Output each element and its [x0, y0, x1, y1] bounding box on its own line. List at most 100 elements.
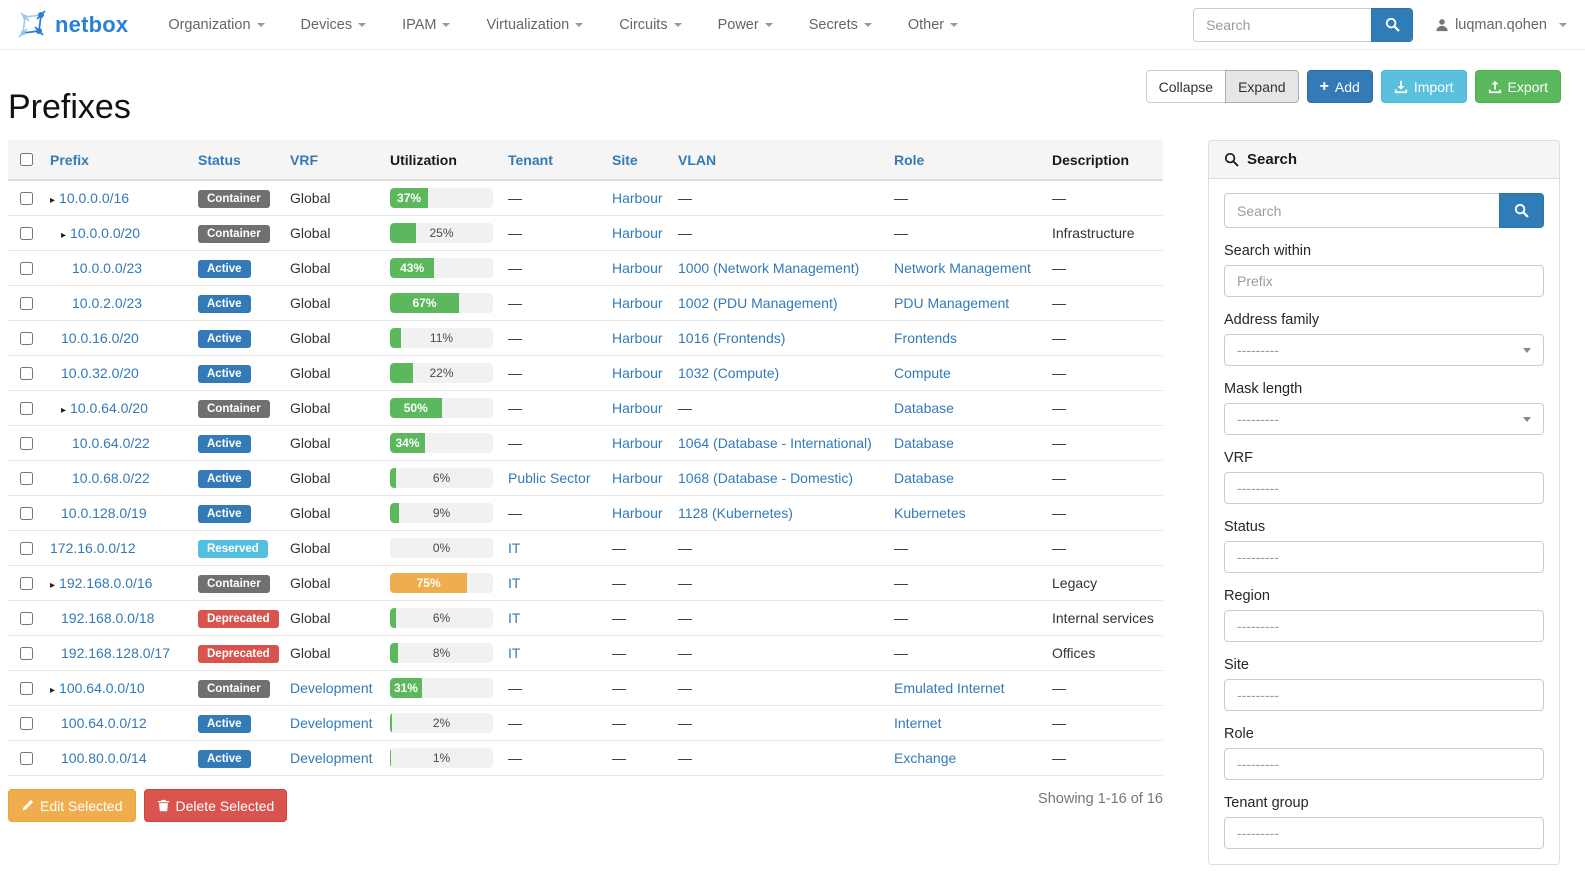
- column-header-site[interactable]: Site: [604, 140, 670, 181]
- site-link[interactable]: Harbour: [612, 190, 663, 206]
- vlan-link[interactable]: 1032 (Compute): [678, 365, 780, 381]
- prefix-link[interactable]: 10.0.68.0/22: [72, 470, 150, 486]
- site-link[interactable]: Harbour: [612, 470, 663, 486]
- site-link[interactable]: Harbour: [612, 225, 663, 241]
- tree-expand-icon[interactable]: ▸: [50, 685, 56, 696]
- role-link[interactable]: Kubernetes: [894, 505, 966, 521]
- prefix-link[interactable]: 10.0.128.0/19: [61, 505, 147, 521]
- tree-expand-icon[interactable]: ▸: [50, 580, 56, 591]
- vlan-link[interactable]: 1002 (PDU Management): [678, 295, 838, 311]
- navbar-search-input[interactable]: [1193, 7, 1372, 42]
- tree-expand-icon[interactable]: ▸: [61, 405, 67, 416]
- row-checkbox[interactable]: [20, 401, 33, 415]
- role-link[interactable]: Internet: [894, 715, 942, 731]
- row-checkbox[interactable]: [20, 506, 33, 520]
- prefix-link[interactable]: 10.0.0.0/23: [72, 260, 143, 276]
- row-checkbox[interactable]: [20, 261, 33, 275]
- row-checkbox[interactable]: [20, 716, 33, 730]
- row-checkbox[interactable]: [20, 366, 33, 380]
- tenant-link[interactable]: Public Sector: [508, 470, 591, 486]
- prefix-link[interactable]: 192.168.0.0/18: [61, 610, 155, 626]
- prefix-link[interactable]: 10.0.32.0/20: [61, 365, 139, 381]
- nav-item-ipam[interactable]: IPAM: [402, 17, 451, 33]
- column-header-prefix[interactable]: Prefix: [42, 140, 190, 181]
- prefix-link[interactable]: 10.0.64.0/22: [72, 435, 150, 451]
- vrf-link[interactable]: Development: [290, 715, 373, 731]
- role-link[interactable]: PDU Management: [894, 295, 1010, 311]
- row-checkbox[interactable]: [20, 646, 33, 660]
- nav-item-virtualization[interactable]: Virtualization: [486, 17, 584, 33]
- site-link[interactable]: Harbour: [612, 260, 663, 276]
- row-checkbox[interactable]: [20, 576, 33, 590]
- column-header-vlan[interactable]: VLAN: [670, 140, 886, 181]
- site-link[interactable]: Harbour: [612, 435, 663, 451]
- prefix-link[interactable]: 10.0.0.0/16: [59, 190, 130, 206]
- row-checkbox[interactable]: [20, 191, 33, 205]
- edit-selected-button[interactable]: Edit Selected: [8, 789, 136, 822]
- row-checkbox[interactable]: [20, 751, 33, 765]
- filter-input-region[interactable]: [1224, 610, 1544, 642]
- tenant-link[interactable]: IT: [508, 610, 521, 626]
- prefix-link[interactable]: 100.64.0.0/10: [59, 680, 145, 696]
- column-header-tenant[interactable]: Tenant: [500, 140, 604, 181]
- prefix-link[interactable]: 192.168.0.0/16: [59, 575, 153, 591]
- prefix-link[interactable]: 192.168.128.0/17: [61, 645, 170, 661]
- site-link[interactable]: Harbour: [612, 365, 663, 381]
- row-checkbox[interactable]: [20, 681, 33, 695]
- filter-input-status[interactable]: [1224, 541, 1544, 573]
- row-checkbox[interactable]: [20, 541, 33, 555]
- role-link[interactable]: Compute: [894, 365, 951, 381]
- filter-input-tenant-group[interactable]: [1224, 817, 1544, 849]
- add-button[interactable]: + Add: [1306, 70, 1373, 103]
- filter-input-vrf[interactable]: [1224, 472, 1544, 504]
- delete-selected-button[interactable]: Delete Selected: [143, 789, 288, 822]
- role-link[interactable]: Database: [894, 435, 954, 451]
- role-link[interactable]: Frontends: [894, 330, 958, 346]
- prefix-link[interactable]: 10.0.0.0/20: [70, 225, 141, 241]
- role-link[interactable]: Emulated Internet: [894, 680, 1005, 696]
- nav-item-other[interactable]: Other: [908, 17, 959, 33]
- collapse-button[interactable]: Collapse: [1145, 70, 1227, 103]
- nav-item-organization[interactable]: Organization: [168, 17, 265, 33]
- vlan-link[interactable]: 1128 (Kubernetes): [678, 505, 793, 521]
- site-link[interactable]: Harbour: [612, 505, 663, 521]
- prefix-link[interactable]: 10.0.2.0/23: [72, 295, 143, 311]
- role-link[interactable]: Exchange: [894, 750, 957, 766]
- expand-button[interactable]: Expand: [1225, 70, 1299, 103]
- vlan-link[interactable]: 1064 (Database - International): [678, 435, 872, 451]
- filter-search-input[interactable]: [1224, 193, 1499, 228]
- site-link[interactable]: Harbour: [612, 295, 663, 311]
- row-checkbox[interactable]: [20, 611, 33, 625]
- filter-input-search-within[interactable]: [1224, 265, 1544, 297]
- role-link[interactable]: Network Management: [894, 260, 1031, 276]
- prefix-link[interactable]: 172.16.0.0/12: [50, 540, 136, 556]
- select-all-checkbox[interactable]: [20, 153, 33, 166]
- nav-item-circuits[interactable]: Circuits: [619, 17, 682, 33]
- row-checkbox[interactable]: [20, 331, 33, 345]
- row-checkbox[interactable]: [20, 296, 33, 310]
- vrf-link[interactable]: Development: [290, 750, 373, 766]
- vlan-link[interactable]: 1016 (Frontends): [678, 330, 786, 346]
- nav-item-power[interactable]: Power: [718, 17, 773, 33]
- site-link[interactable]: Harbour: [612, 330, 663, 346]
- column-header-status[interactable]: Status: [190, 140, 282, 181]
- filter-select-mask-length[interactable]: ---------: [1224, 403, 1544, 435]
- tenant-link[interactable]: IT: [508, 540, 521, 556]
- user-menu[interactable]: luqman.qohen: [1435, 17, 1567, 33]
- vrf-link[interactable]: Development: [290, 680, 373, 696]
- row-checkbox[interactable]: [20, 436, 33, 450]
- filter-input-site[interactable]: [1224, 679, 1544, 711]
- site-link[interactable]: Harbour: [612, 400, 663, 416]
- tenant-link[interactable]: IT: [508, 645, 521, 661]
- row-checkbox[interactable]: [20, 226, 33, 240]
- row-checkbox[interactable]: [20, 471, 33, 485]
- prefix-link[interactable]: 10.0.16.0/20: [61, 330, 139, 346]
- vlan-link[interactable]: 1000 (Network Management): [678, 260, 860, 276]
- tree-expand-icon[interactable]: ▸: [50, 195, 56, 206]
- netbox-logo[interactable]: netbox: [18, 9, 128, 40]
- column-header-role[interactable]: Role: [886, 140, 1044, 181]
- export-button[interactable]: Export: [1474, 70, 1561, 103]
- filter-search-button[interactable]: [1499, 193, 1544, 228]
- navbar-search-button[interactable]: [1371, 7, 1414, 42]
- filter-input-role[interactable]: [1224, 748, 1544, 780]
